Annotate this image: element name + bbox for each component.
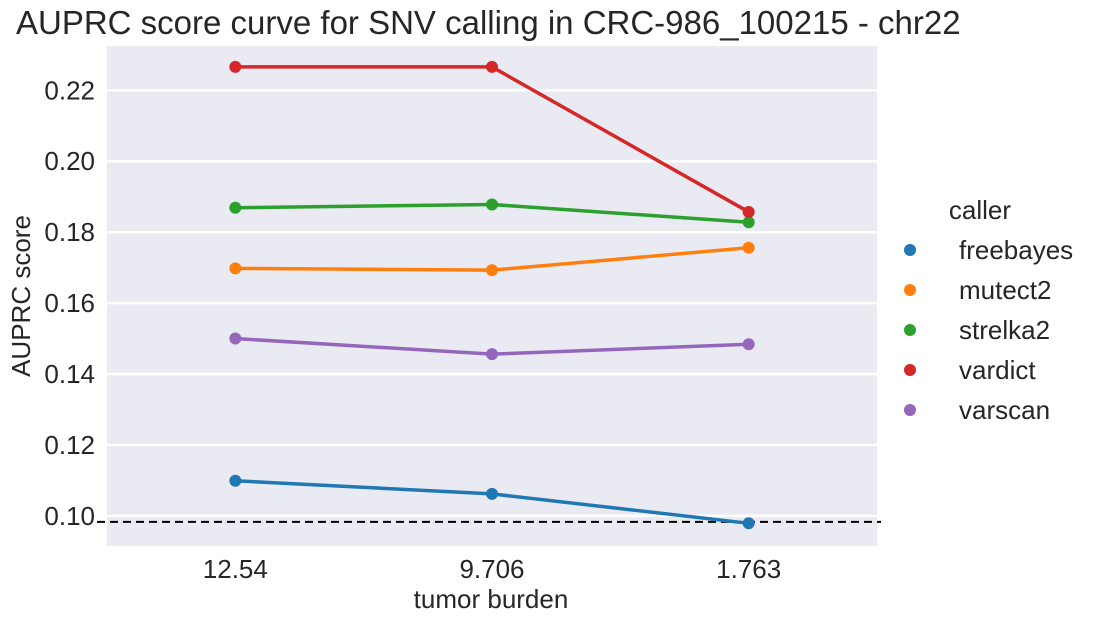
data-point xyxy=(229,201,242,214)
legend-label: strelka2 xyxy=(959,315,1050,345)
legend-item-mutect2: mutect2 xyxy=(904,275,1052,305)
y-tick-label: 0.10 xyxy=(44,501,95,531)
y-tick-labels: 0.10 0.12 0.14 0.16 0.18 0.20 0.22 xyxy=(44,75,95,531)
x-tick-label: 9.706 xyxy=(459,554,524,584)
y-tick-label: 0.12 xyxy=(44,430,95,460)
y-axis-label: AUPRC score xyxy=(6,215,36,377)
legend-label: vardict xyxy=(959,355,1036,385)
legend-label: freebayes xyxy=(959,235,1073,265)
x-tick-labels: 12.54 9.706 1.763 xyxy=(203,554,781,584)
data-point xyxy=(229,262,242,275)
legend-marker xyxy=(904,284,916,296)
y-tick-label: 0.16 xyxy=(44,288,95,318)
y-tick-label: 0.22 xyxy=(44,75,95,105)
legend-label: mutect2 xyxy=(959,275,1052,305)
legend-item-strelka2: strelka2 xyxy=(904,315,1050,345)
x-tick-label: 12.54 xyxy=(203,554,268,584)
legend-item-freebayes: freebayes xyxy=(904,235,1073,265)
data-point xyxy=(742,205,755,218)
legend-items: freebayes mutect2 strelka2 vardict varscan xyxy=(904,235,1073,425)
legend-marker xyxy=(904,244,916,256)
series-varscan xyxy=(229,332,755,361)
data-point xyxy=(742,241,755,254)
x-tick-label: 1.763 xyxy=(716,554,781,584)
series-layer xyxy=(229,60,755,530)
y-tick-label: 0.14 xyxy=(44,359,95,389)
data-point xyxy=(486,487,498,500)
legend-label: varscan xyxy=(959,395,1050,425)
y-tick-label: 0.20 xyxy=(44,146,95,176)
series-strelka2 xyxy=(229,198,755,229)
legend-marker xyxy=(904,364,916,376)
data-point xyxy=(229,332,242,345)
data-point xyxy=(486,264,498,277)
data-point xyxy=(742,216,755,229)
data-point xyxy=(486,198,498,211)
series-freebayes xyxy=(229,474,755,530)
legend-marker xyxy=(904,404,916,416)
series-vardict xyxy=(229,60,755,218)
y-tick-label: 0.18 xyxy=(44,217,95,247)
legend-title: caller xyxy=(949,195,1011,225)
chart-title: AUPRC score curve for SNV calling in CRC… xyxy=(16,4,961,41)
data-point xyxy=(742,517,755,530)
data-point xyxy=(486,348,498,361)
legend-item-varscan: varscan xyxy=(904,395,1050,425)
legend-item-vardict: vardict xyxy=(904,355,1036,385)
legend-marker xyxy=(904,324,916,336)
x-axis-label: tumor burden xyxy=(414,584,569,614)
series-mutect2 xyxy=(229,241,755,277)
data-point xyxy=(486,60,498,73)
data-point xyxy=(229,60,242,73)
legend: caller freebayes mutect2 strelka2 vardict va… xyxy=(904,195,1073,425)
plot-area xyxy=(107,46,877,546)
data-point xyxy=(229,474,242,487)
grid-lines xyxy=(107,89,877,518)
data-point xyxy=(742,338,755,351)
